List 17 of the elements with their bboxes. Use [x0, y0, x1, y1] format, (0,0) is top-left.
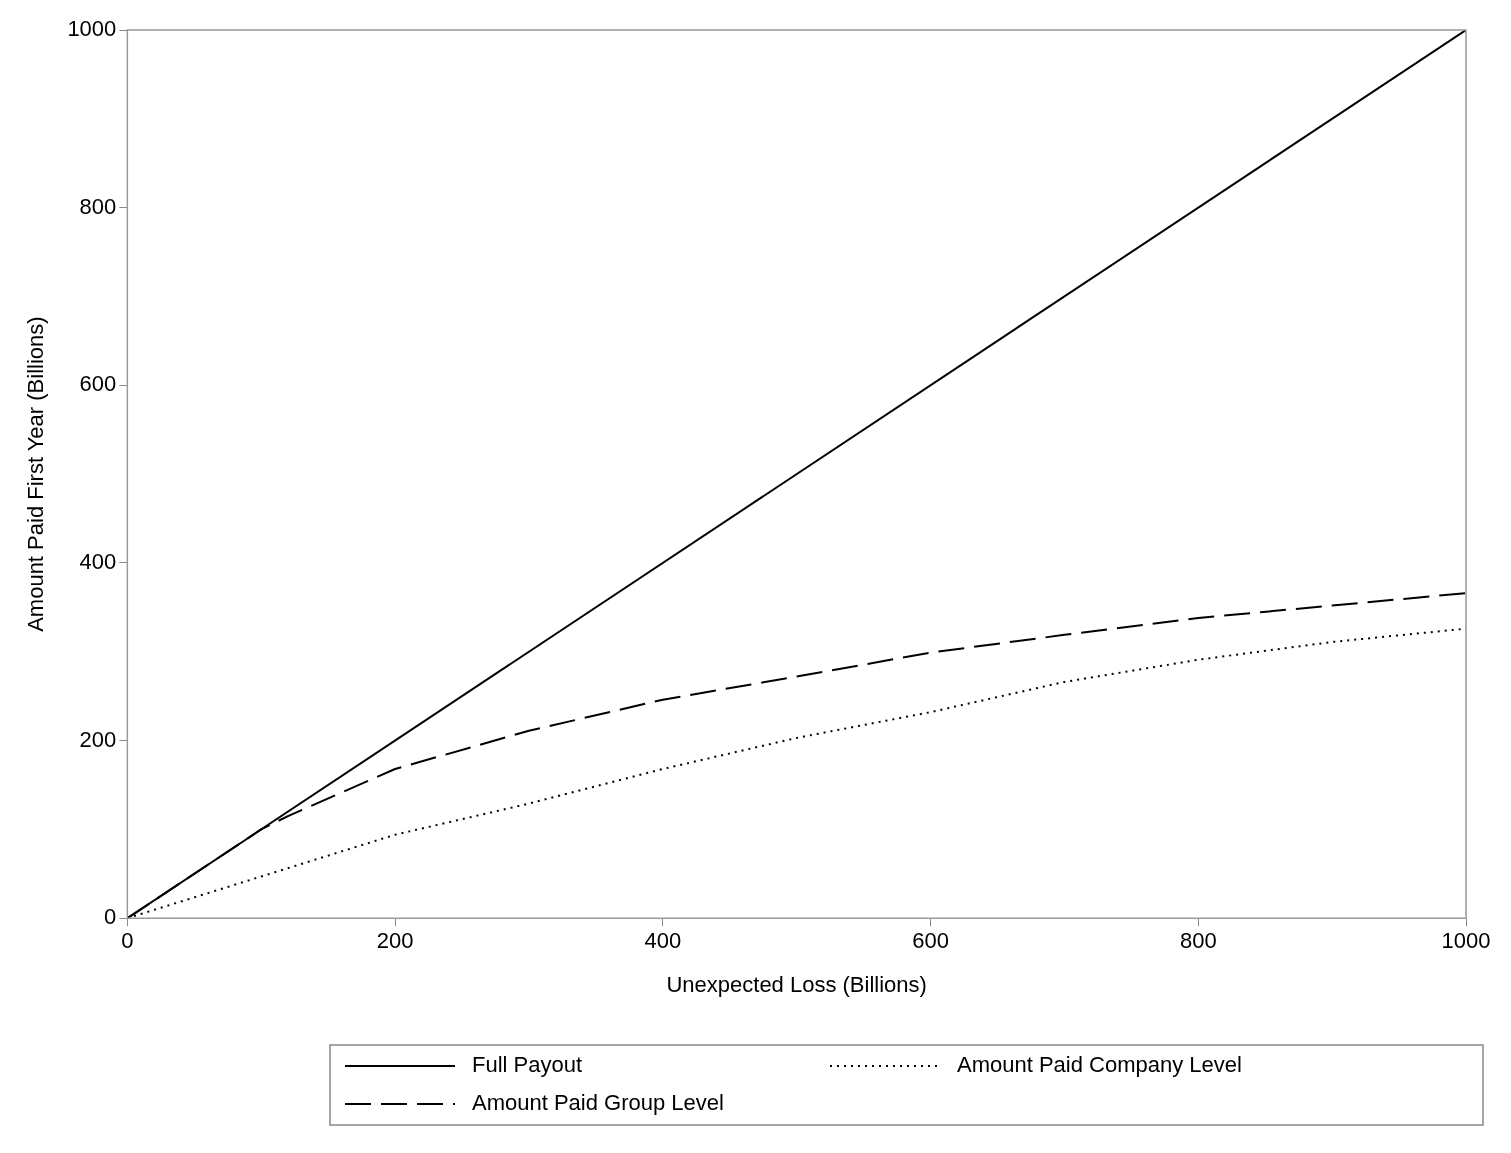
- y-tick-label: 400: [79, 548, 117, 574]
- x-tick-label: 800: [1179, 928, 1217, 954]
- x-tick-label: 0: [121, 928, 134, 954]
- y-axis-title: Amount Paid First Year (Billions): [23, 316, 49, 632]
- legend-label: Amount Paid Group Level: [472, 1090, 724, 1116]
- x-tick-label: 600: [912, 928, 949, 954]
- legend-label: Amount Paid Company Level: [957, 1052, 1242, 1078]
- y-tick-label: 0: [104, 904, 117, 930]
- y-tick-label: 600: [79, 371, 117, 397]
- x-tick-label: 400: [644, 928, 682, 954]
- y-tick-label: 800: [79, 193, 117, 219]
- y-tick-label: 200: [79, 726, 117, 752]
- x-tick-label: 1000: [1441, 928, 1491, 954]
- legend-label: Full Payout: [472, 1052, 583, 1078]
- x-tick-label: 200: [376, 928, 414, 954]
- y-tick-label: 1000: [67, 16, 117, 42]
- x-axis-title: Unexpected Loss (Billions): [666, 971, 927, 997]
